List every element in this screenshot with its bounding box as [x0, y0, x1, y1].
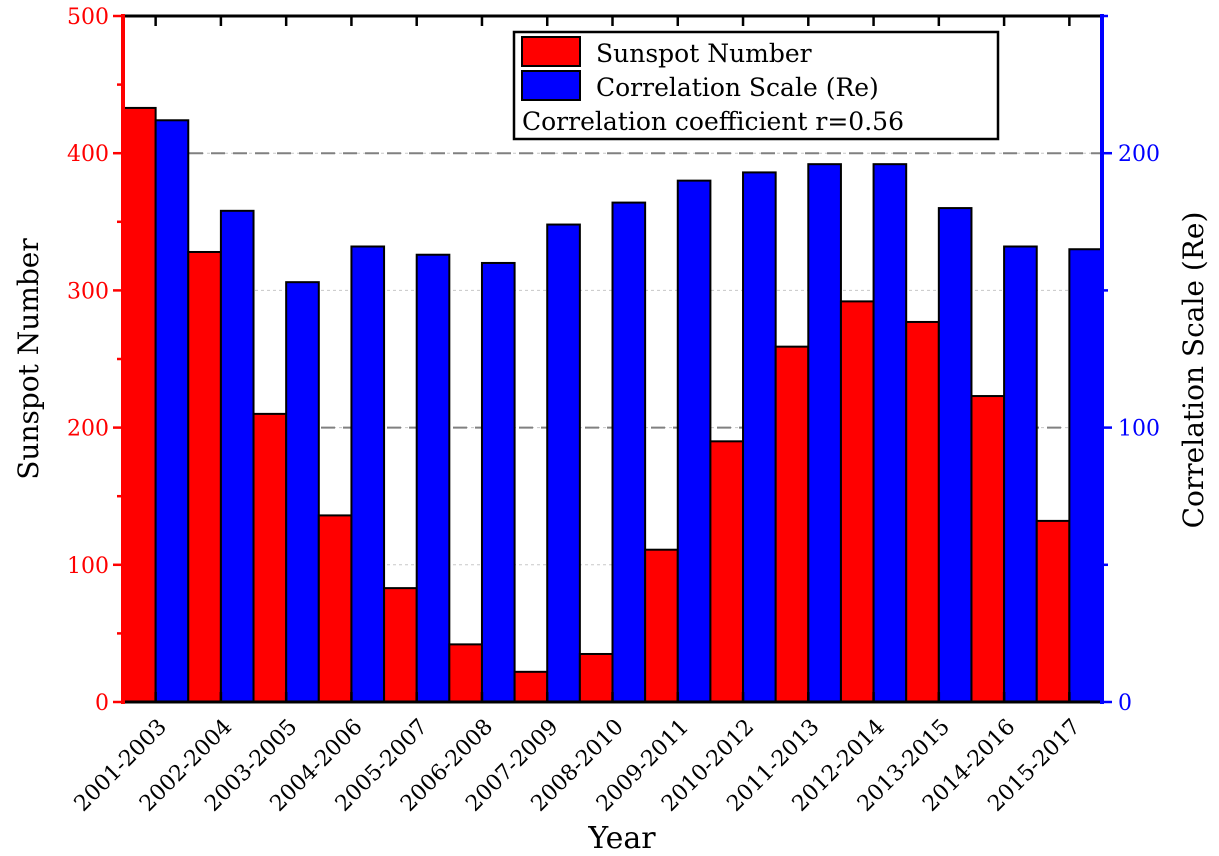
y-left-tick-label: 500 [67, 5, 109, 30]
bar-correlation [742, 171, 777, 703]
bar-correlation [611, 201, 647, 703]
bar-sunspot [513, 670, 549, 703]
bar-correlation [676, 179, 712, 703]
y-right-tick-label: 200 [1118, 142, 1160, 167]
bar-sunspot [122, 106, 157, 703]
legend-swatch-correlation [521, 70, 581, 101]
bar-correlation [350, 245, 386, 703]
legend-label-sunspot: Sunspot Number [596, 39, 812, 68]
bar-sunspot [252, 412, 288, 703]
bar-sunspot [709, 440, 745, 703]
bar-correlation [1068, 248, 1104, 704]
x-axis-label: Year [587, 821, 656, 856]
bar-sunspot [187, 250, 222, 703]
bar-sunspot [839, 300, 875, 703]
bar-sunspot [317, 514, 353, 704]
bar-sunspot [644, 548, 679, 704]
bar-correlation [546, 223, 581, 703]
bar-sunspot [774, 345, 810, 703]
legend-swatch-sunspot [521, 36, 581, 67]
y-left-tick-label: 200 [67, 417, 109, 442]
bar-sunspot [905, 320, 940, 703]
bar-correlation [415, 253, 451, 703]
bar-correlation [1003, 245, 1038, 703]
bar-correlation [937, 207, 973, 704]
y-axis-left-label: Sunspot Number [12, 238, 45, 480]
bar-correlation [219, 209, 255, 703]
y-left-tick-label: 400 [67, 142, 109, 167]
correlation-annotation: Correlation coefficient r=0.56 [522, 107, 904, 136]
bar-sunspot [383, 587, 418, 704]
legend-box [512, 30, 1000, 141]
bar-correlation [154, 119, 190, 704]
y-left-tick-label: 100 [67, 554, 109, 579]
bar-sunspot [448, 643, 483, 703]
y-left-tick-label: 0 [95, 691, 109, 716]
axes [113, 14, 1112, 704]
bars [122, 106, 1104, 704]
y-right-tick-label: 0 [1118, 691, 1132, 716]
bar-sunspot [578, 652, 614, 703]
bar-correlation [480, 261, 516, 703]
bar-correlation [285, 281, 320, 703]
bar-sunspot [1035, 519, 1071, 703]
bar-correlation [872, 163, 908, 703]
y-left-tick-label: 300 [67, 279, 109, 304]
tick-labels: 2001-20032002-20042003-20052004-20062005… [67, 5, 1160, 817]
legend-label-correlation: Correlation Scale (Re) [596, 73, 879, 102]
legend: Sunspot Number Correlation Scale (Re) Co… [512, 30, 1000, 141]
y-right-tick-label: 100 [1118, 417, 1160, 442]
y-axis-right-label: Correlation Scale (Re) [1177, 212, 1210, 529]
bar-sunspot [970, 395, 1006, 703]
bar-correlation [807, 163, 842, 703]
